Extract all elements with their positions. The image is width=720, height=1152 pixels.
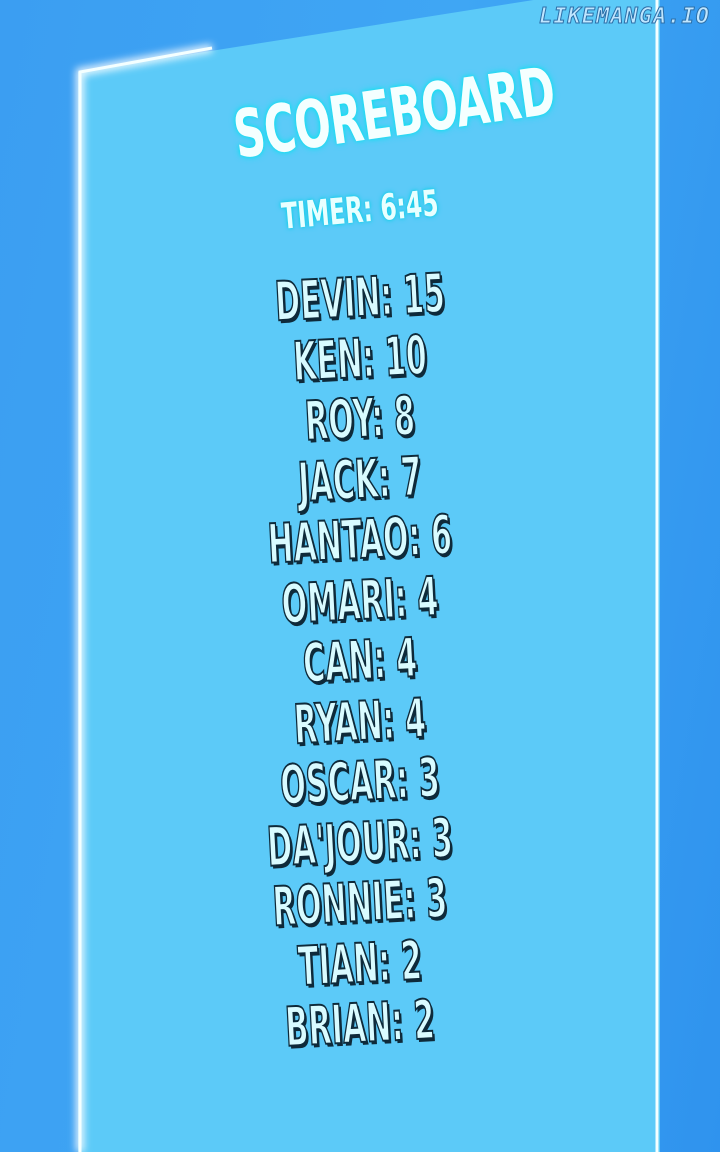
score-entry: BRIAN: 2: [283, 987, 437, 1059]
score-list: DEVIN: 15 KEN: 10 ROY: 8 JACK: 7 HANTAO:…: [160, 261, 560, 1060]
watermark: LIKEMANGA.IO: [539, 4, 710, 30]
